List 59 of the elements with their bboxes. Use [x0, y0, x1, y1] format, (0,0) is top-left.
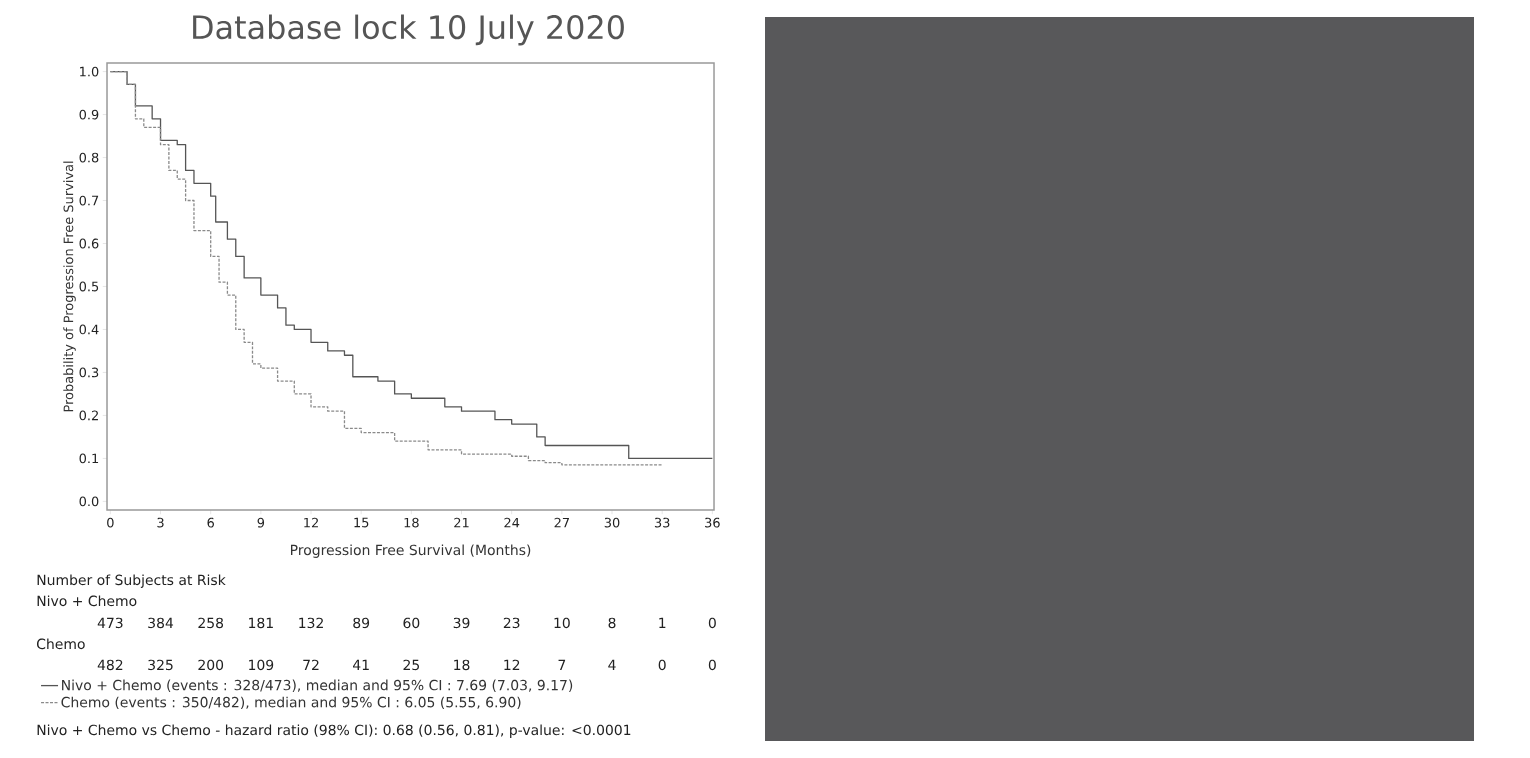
text: 7: [558, 659, 566, 670]
text: 258: [198, 617, 224, 629]
y-axis-title: Probability of Progression Free Survival: [63, 161, 76, 412]
text: 4: [608, 659, 616, 670]
y-tick-label: 0.2: [79, 410, 98, 421]
x-tick-label: 36: [705, 517, 720, 528]
x-tick-label: 6: [207, 517, 214, 528]
text: 1: [659, 617, 666, 628]
text: 109: [249, 659, 274, 671]
x-tick-label: 24: [504, 517, 520, 528]
legend-label: Chemo (events : 350/482), median and 95% CI : 6.05 (5.55, 6.90): [61, 696, 521, 710]
text: 39: [453, 617, 470, 629]
y-tick-label: 0.5: [79, 281, 99, 292]
y-tick-label: 0.4: [79, 324, 99, 335]
text: 200: [198, 659, 224, 671]
text: 325: [148, 659, 173, 671]
y-tick-label: 0.7: [79, 195, 99, 206]
text: 12: [504, 659, 520, 670]
x-tick-label: 18: [404, 517, 419, 528]
text: Nivo + Chemo vs Chemo - hazard ratio (98% CI): 0.68 (0.56, 0.81), p-value: <0.0001: [37, 724, 631, 738]
x-tick-label: 9: [257, 517, 265, 528]
y-tick-label: 0.0: [79, 496, 99, 507]
y-tick-label: 0.3: [79, 367, 99, 378]
text: 25: [403, 659, 420, 671]
x-tick-label: 33: [654, 517, 670, 528]
text: 0: [658, 659, 666, 671]
text: 181: [249, 617, 273, 629]
text: 8: [608, 617, 616, 629]
x-tick-label: 15: [354, 517, 369, 528]
chart-title: Database lock 10 July 2020: [193, 14, 624, 46]
y-tick-label: 0.1: [79, 453, 99, 464]
x-axis-title: Progression Free Survival (Months): [291, 544, 531, 558]
y-tick-label: 1.0: [80, 66, 99, 77]
x-tick-label: 12: [304, 517, 318, 528]
text: 41: [353, 659, 369, 670]
text: 10: [554, 617, 570, 629]
y-tick-label: 0.9: [79, 109, 99, 120]
text: Nivo + Chemo: [37, 595, 137, 607]
x-tick-label: 0: [107, 517, 114, 528]
text: Number of Subjects at Risk: [37, 574, 226, 588]
text: 473: [97, 617, 123, 629]
legend-label: Nivo + Chemo (events : 328/473), median and 95% CI : 7.69 (7.03, 9.17): [62, 679, 573, 692]
y-tick-label: 0.8: [79, 152, 99, 163]
x-tick-label: 27: [554, 517, 569, 528]
text: 72: [303, 659, 319, 670]
text: 0: [708, 617, 716, 629]
x-tick-label: 30: [604, 517, 620, 528]
x-tick-label: 21: [454, 517, 469, 528]
text: 60: [403, 617, 420, 629]
text: 23: [503, 617, 520, 629]
text: 482: [97, 659, 123, 671]
text: 132: [299, 617, 323, 629]
text: 0: [708, 659, 716, 671]
y-tick-label: 0.6: [79, 238, 99, 249]
text: 18: [454, 659, 470, 671]
x-tick-label: 3: [157, 517, 164, 528]
text: 384: [148, 617, 174, 629]
text: 89: [353, 617, 370, 629]
text: Chemo: [37, 638, 85, 650]
